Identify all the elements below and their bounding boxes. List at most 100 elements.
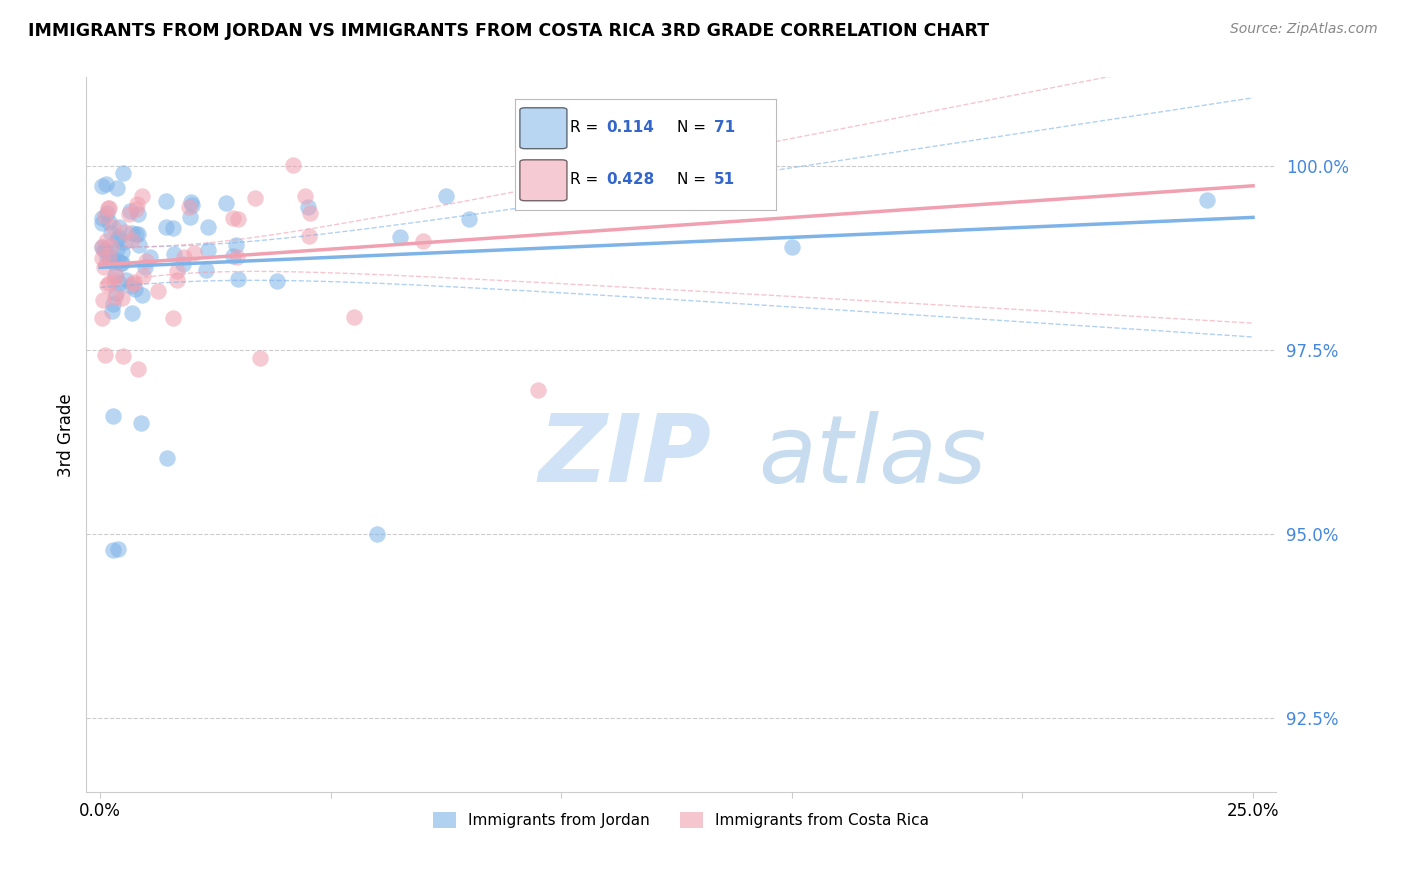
Point bbox=[93, 243, 115, 257]
Text: atlas: atlas bbox=[758, 410, 987, 501]
Point bbox=[94, 243, 117, 257]
Point bbox=[107, 254, 129, 268]
Point bbox=[112, 166, 135, 180]
Point bbox=[127, 207, 149, 221]
Point bbox=[148, 285, 170, 299]
Point bbox=[105, 232, 128, 246]
Point bbox=[91, 293, 114, 307]
Point bbox=[91, 211, 114, 225]
Point bbox=[110, 244, 132, 259]
Point bbox=[101, 220, 124, 235]
Point bbox=[125, 227, 148, 241]
Text: IMMIGRANTS FROM JORDAN VS IMMIGRANTS FROM COSTA RICA 3RD GRADE CORRELATION CHART: IMMIGRANTS FROM JORDAN VS IMMIGRANTS FRO… bbox=[28, 22, 990, 40]
Point bbox=[125, 202, 148, 217]
Point bbox=[108, 220, 131, 235]
Point bbox=[281, 158, 304, 172]
Point bbox=[110, 256, 132, 270]
Point bbox=[111, 291, 134, 305]
Point bbox=[228, 212, 250, 227]
Point bbox=[121, 233, 143, 247]
Point bbox=[527, 383, 550, 397]
Point bbox=[129, 417, 152, 431]
Point bbox=[222, 249, 245, 263]
Point bbox=[120, 278, 142, 293]
Point bbox=[114, 273, 136, 287]
Point bbox=[98, 252, 121, 266]
Point bbox=[105, 180, 128, 194]
Point bbox=[122, 275, 145, 289]
Point bbox=[124, 282, 146, 296]
Point bbox=[91, 178, 114, 193]
Point bbox=[266, 274, 288, 288]
Point bbox=[226, 271, 249, 285]
Point bbox=[194, 262, 217, 277]
Point bbox=[107, 541, 129, 556]
Point bbox=[100, 239, 122, 253]
Point bbox=[299, 206, 322, 220]
Point bbox=[243, 191, 266, 205]
Point bbox=[179, 200, 201, 214]
Point bbox=[458, 211, 481, 226]
Point bbox=[121, 305, 143, 319]
Point bbox=[249, 351, 271, 365]
Point bbox=[434, 189, 457, 203]
Point bbox=[97, 201, 120, 215]
Point bbox=[343, 310, 366, 324]
Point bbox=[91, 311, 114, 326]
Point bbox=[112, 235, 135, 249]
Text: ZIP: ZIP bbox=[538, 410, 711, 502]
Point bbox=[125, 197, 148, 211]
Point bbox=[214, 195, 236, 210]
Point bbox=[294, 189, 316, 203]
Point bbox=[139, 250, 162, 264]
Point bbox=[94, 348, 117, 362]
Point bbox=[121, 226, 143, 240]
Point bbox=[104, 268, 127, 282]
Point bbox=[127, 227, 149, 242]
Point bbox=[225, 238, 247, 252]
Point bbox=[96, 234, 118, 248]
Point bbox=[180, 194, 202, 209]
Point bbox=[128, 238, 150, 252]
Point bbox=[156, 450, 179, 465]
Point bbox=[96, 252, 118, 266]
Point bbox=[131, 189, 153, 203]
Point bbox=[412, 234, 434, 248]
Point bbox=[131, 287, 153, 301]
Point bbox=[96, 177, 118, 191]
Point bbox=[118, 203, 141, 218]
Point bbox=[111, 256, 134, 270]
Point bbox=[105, 243, 128, 257]
Point bbox=[93, 260, 115, 274]
Point bbox=[101, 543, 124, 558]
Point bbox=[104, 268, 127, 282]
Point bbox=[1195, 193, 1218, 207]
Point bbox=[94, 209, 117, 223]
Point bbox=[97, 277, 120, 291]
Point bbox=[179, 210, 201, 224]
Point bbox=[121, 277, 143, 292]
Point bbox=[98, 201, 121, 215]
Point bbox=[298, 228, 321, 243]
Point bbox=[166, 264, 188, 278]
Point bbox=[91, 240, 114, 254]
Point bbox=[197, 219, 219, 234]
Point bbox=[105, 285, 128, 300]
Point bbox=[91, 240, 114, 254]
Point bbox=[134, 260, 156, 274]
Point bbox=[103, 273, 125, 287]
Point bbox=[98, 251, 121, 265]
Point bbox=[222, 211, 245, 226]
Point bbox=[131, 268, 153, 283]
Point bbox=[162, 311, 184, 326]
Point bbox=[97, 214, 120, 228]
Point bbox=[100, 226, 122, 240]
Point bbox=[172, 257, 194, 271]
Legend: Immigrants from Jordan, Immigrants from Costa Rica: Immigrants from Jordan, Immigrants from … bbox=[427, 806, 935, 834]
Point bbox=[101, 304, 124, 318]
Point bbox=[127, 361, 149, 376]
Text: Source: ZipAtlas.com: Source: ZipAtlas.com bbox=[1230, 22, 1378, 37]
Point bbox=[181, 198, 204, 212]
Point bbox=[297, 200, 319, 214]
Point bbox=[163, 247, 186, 261]
